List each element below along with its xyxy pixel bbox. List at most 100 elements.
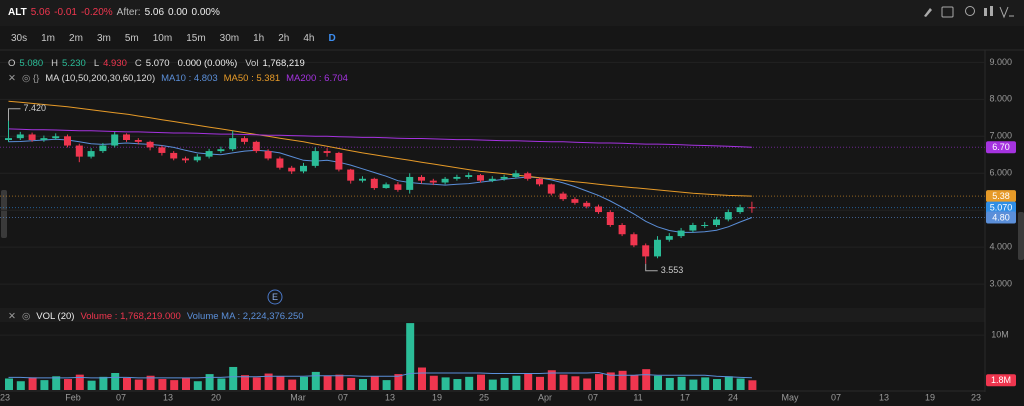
volume-bar [618, 370, 627, 390]
candle-body [630, 234, 638, 246]
volume-bar [547, 370, 556, 390]
volume-bar [288, 379, 297, 390]
candle-body [16, 134, 24, 139]
ohlc-label: H [51, 58, 59, 69]
earnings-marker[interactable] [267, 289, 283, 305]
candle-body [642, 245, 650, 257]
ma-legend: ✕ ◎ {} MA (10,50,200,30,60,120) MA10 : 4.… [8, 73, 348, 84]
candle-body [158, 147, 166, 153]
timeframe-button[interactable]: 4h [303, 32, 315, 44]
candle-body [146, 141, 154, 148]
after-price: 5.06 [144, 6, 165, 18]
volume-bar [606, 372, 615, 390]
volume-bar [359, 379, 367, 390]
volume-bar [252, 377, 261, 390]
x-tick-label: 25 [479, 392, 489, 402]
volume-bar [158, 379, 167, 390]
candle-body [477, 175, 484, 181]
x-tick-label: 24 [728, 392, 738, 402]
x-tick-label: 07 [338, 392, 348, 402]
header-bg [0, 0, 1024, 26]
candle-body [665, 236, 673, 240]
volume-bar [713, 379, 721, 390]
volume-bar [689, 379, 698, 390]
candle-body [571, 199, 579, 203]
candle-body [606, 212, 614, 225]
right-handle[interactable] [1018, 212, 1024, 260]
ohlc-change: 0.000 (0.00%) [177, 58, 238, 69]
settings-icon[interactable]: ◎ {} [21, 73, 40, 84]
y-tick-label: 9.000 [989, 57, 1012, 67]
timeframe-button[interactable]: 30m [219, 32, 240, 44]
volume-bar [205, 374, 214, 390]
timeframe-button[interactable]: 1h [253, 32, 265, 44]
x-tick-label: 20 [211, 392, 221, 402]
candle-body [724, 212, 732, 220]
candle-body [441, 178, 449, 183]
volume-bar [182, 377, 190, 390]
volume-bar [323, 375, 332, 390]
x-tick-label: Mar [290, 392, 306, 402]
symbol[interactable]: ALT [8, 6, 27, 18]
candle-body [701, 225, 709, 226]
volume-bar [111, 373, 120, 390]
volume-bar [595, 374, 603, 390]
x-tick-label: 07 [831, 392, 841, 402]
annotation-pointer [8, 108, 21, 121]
x-tick-label: 11 [633, 392, 642, 402]
candle-body [323, 151, 331, 153]
candle-body [689, 225, 697, 231]
candle-body [524, 173, 532, 179]
volume-bar [382, 380, 391, 390]
candle-body [748, 207, 756, 209]
x-tick-label: 19 [432, 392, 442, 402]
y-tick-label: 8.000 [989, 94, 1012, 104]
timeframe-button[interactable]: 2m [69, 32, 83, 44]
volume-legend: ✕ ◎ VOL (20) Volume : 1,768,219.000 Volum… [8, 311, 304, 322]
close-icon[interactable]: ✕ [8, 73, 16, 84]
price-tag-label: 6.70 [992, 142, 1010, 152]
x-tick-label: May [781, 392, 799, 402]
vol-label: Vol [245, 58, 259, 69]
volume-bar [134, 379, 143, 390]
timeframe-button[interactable]: 15m [186, 32, 206, 44]
after-pct: 0.00% [191, 6, 220, 18]
ohlc-value: 5.230 [62, 58, 86, 69]
volume-bar [418, 367, 426, 390]
candle-body [170, 152, 178, 159]
timeframe-button[interactable]: 2h [278, 32, 290, 44]
candle-body [87, 151, 95, 157]
timeframe-button[interactable]: 30s [11, 32, 28, 44]
candle-body [52, 136, 60, 139]
compare-icon[interactable] [999, 6, 1014, 19]
volume-tag [986, 374, 1016, 387]
timeframe-button[interactable]: 3m [96, 32, 111, 44]
candle-icon[interactable] [984, 8, 987, 16]
draw-icon[interactable] [924, 8, 932, 17]
timeframe-button[interactable]: 10m [152, 32, 173, 44]
volume-bar [536, 376, 544, 390]
settings-icon[interactable]: ◎ [21, 311, 31, 322]
volume-bar [453, 379, 462, 390]
ohlc-value: 5.070 [145, 58, 170, 69]
timeframe-button-active[interactable]: D [328, 32, 336, 44]
chart-icon[interactable] [941, 6, 954, 18]
ma-line [8, 100, 752, 197]
candle-body [40, 138, 48, 140]
volume-bar [665, 377, 674, 390]
left-handle[interactable] [1, 190, 7, 238]
volume-bar [264, 373, 273, 390]
price-tag [986, 141, 1016, 154]
candle-icon[interactable] [990, 6, 993, 16]
volume-bar [748, 380, 757, 390]
ma-item: MA10 : 4.803 [161, 73, 218, 84]
timeframe-button[interactable]: 1m [41, 32, 56, 44]
idea-icon[interactable] [965, 6, 975, 16]
ohlc-label: L [93, 58, 100, 69]
candle-body [28, 134, 36, 140]
price: 5.06 [30, 6, 51, 18]
timeframe-button[interactable]: 5m [124, 32, 139, 44]
vol-value: 1,768,219 [262, 58, 305, 69]
close-icon[interactable]: ✕ [8, 311, 16, 322]
